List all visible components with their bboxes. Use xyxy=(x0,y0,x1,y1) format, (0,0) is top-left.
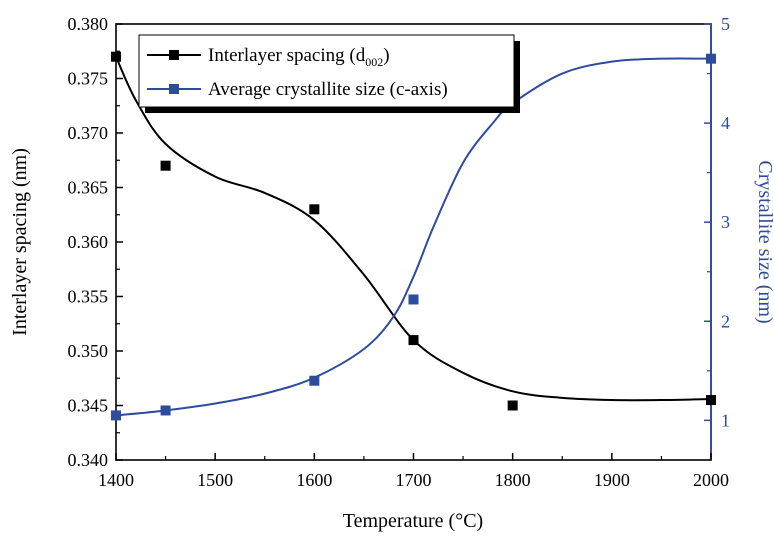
data-point-series-2 xyxy=(160,405,171,416)
legend-entry-interlayer-spacing: Interlayer spacing (d002) xyxy=(147,45,390,69)
data-point-series-1 xyxy=(111,51,121,62)
legend-entry-crystallite-size: Average crystallite size (c-axis) xyxy=(147,79,448,100)
x-tick-label: 1700 xyxy=(396,470,432,490)
x-tick-label: 1600 xyxy=(296,470,332,490)
legend-box xyxy=(138,34,515,108)
right-y-tick-label: 1 xyxy=(721,410,730,430)
right-y-axis-ticks: 1 2 3 4 5 xyxy=(704,14,730,430)
data-point-series-1 xyxy=(160,160,171,171)
left-y-tick-label: 0.365 xyxy=(68,178,109,198)
right-y-tick-label: 3 xyxy=(721,212,730,232)
left-y-axis-ticks: 0.340 0.345 0.350 0.355 0.360 0.365 0.370 0.375… xyxy=(68,14,123,470)
right-y-tick-label: 5 xyxy=(721,14,730,34)
left-y-tick-label: 0.375 xyxy=(68,69,109,89)
left-y-tick-label: 0.350 xyxy=(68,341,109,361)
data-point-series-2 xyxy=(111,410,121,421)
data-point-series-2 xyxy=(706,53,716,64)
x-tick-label: 1400 xyxy=(98,470,134,490)
data-point-series-1 xyxy=(507,400,518,411)
data-markers xyxy=(111,51,716,421)
fit-curve-series-2 xyxy=(115,57,712,417)
right-y-tick-label: 4 xyxy=(721,113,730,133)
left-y-axis-label: Interlayer spacing (nm) xyxy=(9,148,31,336)
fit-curves xyxy=(115,56,712,417)
fit-curve-series-1 xyxy=(115,56,712,402)
left-y-tick-label: 0.360 xyxy=(68,232,109,252)
legend-label-interlayer-main: Interlayer spacing (d xyxy=(208,45,366,66)
legend-label-interlayer-subscript: 002 xyxy=(365,55,383,69)
x-axis-label: Temperature (°C) xyxy=(343,510,483,532)
left-y-tick-label: 0.340 xyxy=(68,450,109,470)
x-tick-label: 1800 xyxy=(495,470,531,490)
data-point-series-1 xyxy=(706,395,716,406)
right-y-tick-label: 2 xyxy=(721,311,730,331)
x-tick-label: 2000 xyxy=(693,470,729,490)
legend-label-interlayer: Interlayer spacing (d002) xyxy=(208,45,390,69)
data-point-series-2 xyxy=(309,375,320,386)
left-y-tick-label: 0.380 xyxy=(68,14,109,34)
data-point-series-1 xyxy=(408,335,419,346)
legend-label-interlayer-suffix: ) xyxy=(383,45,389,66)
right-y-axis-label: Crystallite size (nm) xyxy=(754,160,774,323)
left-y-tick-label: 0.355 xyxy=(68,287,109,307)
legend-label-crystallite: Average crystallite size (c-axis) xyxy=(208,79,448,100)
legend-marker-blue xyxy=(169,84,179,94)
legend: Interlayer spacing (d002) Average crysta… xyxy=(138,34,520,113)
data-point-series-2 xyxy=(408,294,419,305)
x-axis-ticks: 1400 1500 1600 1700 1800 1900 2000 xyxy=(98,453,729,490)
left-y-tick-label: 0.345 xyxy=(68,396,109,416)
left-y-tick-label: 0.370 xyxy=(68,123,109,143)
data-point-series-1 xyxy=(309,204,320,215)
legend-marker-black xyxy=(169,50,179,60)
x-tick-label: 1500 xyxy=(197,470,233,490)
x-tick-label: 1900 xyxy=(594,470,630,490)
